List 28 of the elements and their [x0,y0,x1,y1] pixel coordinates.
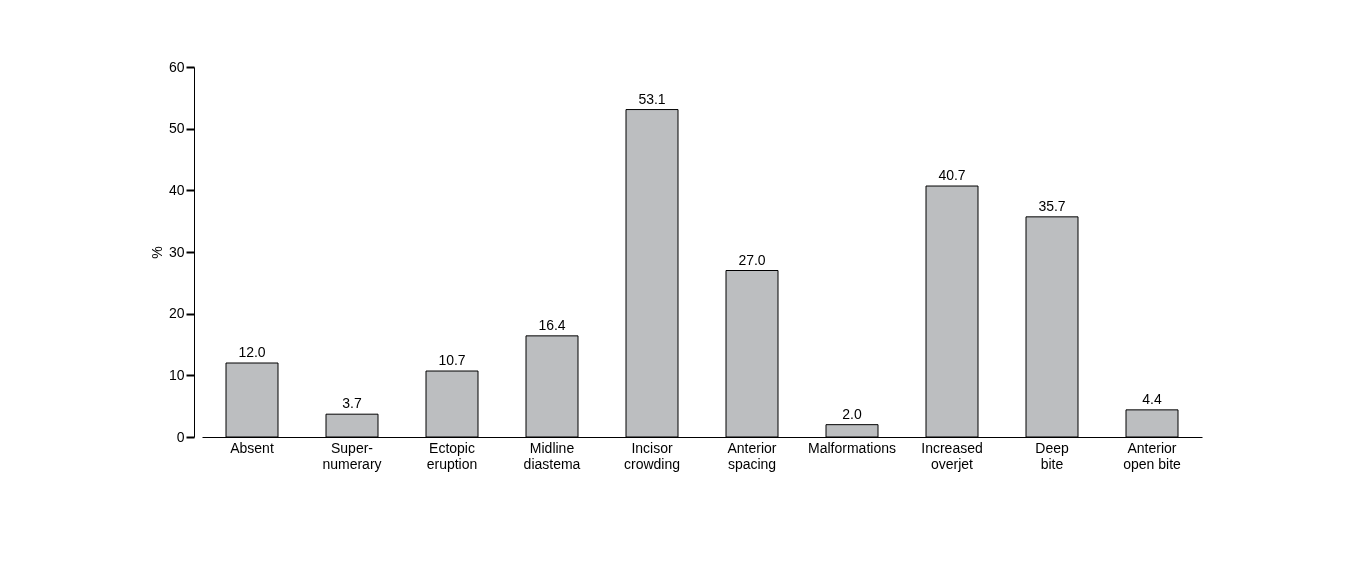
y-tick-label: 10 [168,366,185,383]
y-tick-label: 40 [168,181,185,198]
x-tick-label: Incisor crowding [623,439,681,472]
data-label: 3.7 [342,395,362,412]
x-tick-label: Super- numerary [322,439,382,472]
data-label: 16.4 [538,316,566,333]
data-label: 40.7 [938,167,966,184]
x-tick-label: Increased overjet [921,439,983,472]
data-label: 53.1 [638,90,666,107]
x-tick-label: Absent [230,439,274,456]
y-tick-label: 20 [168,305,185,322]
x-tick-label: Malformations [808,439,896,456]
data-label: 27.0 [738,251,766,268]
data-label: 35.7 [1038,197,1066,214]
y-tick-label: 60 [168,58,185,75]
x-tick-label: Ectopic eruption [426,439,478,472]
data-label: 4.4 [1142,390,1162,407]
data-label: 10.7 [438,352,466,369]
y-tick-label: 0 [176,428,185,445]
x-tick-label: Anterior open bite [1123,439,1182,472]
y-axis-title: % [148,246,165,259]
data-label: 12.0 [238,344,266,360]
data-label: 2.0 [842,405,862,422]
x-tick-label: Deep bite [1035,439,1069,472]
x-tick-label: Anterior spacing [727,439,777,472]
y-tick-label: 30 [168,243,185,260]
y-tick-label: 50 [168,120,185,137]
x-tick-label: Midline diastema [523,439,581,472]
